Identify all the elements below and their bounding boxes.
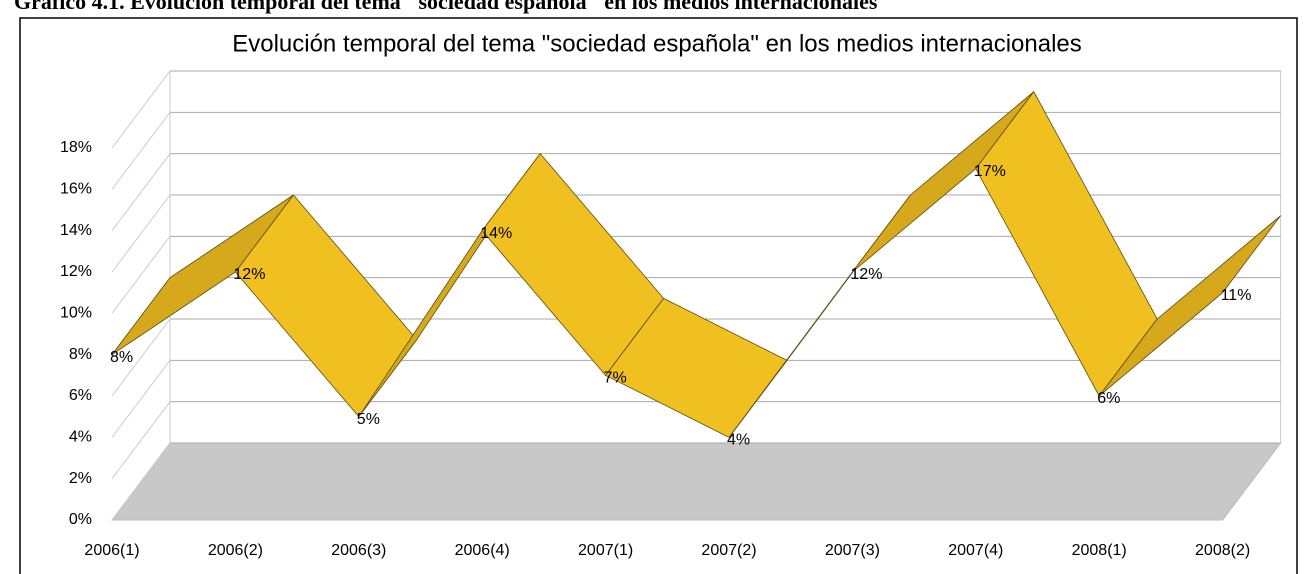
y-tick-label: 18% <box>60 139 92 156</box>
y-tick-label: 14% <box>60 222 92 239</box>
y-tick-label: 6% <box>69 387 92 404</box>
y-tick-label: 2% <box>69 470 92 487</box>
chart-title: Evolución temporal del tema "sociedad es… <box>232 30 1082 57</box>
side-grid-line <box>111 153 171 231</box>
data-label: 5% <box>357 411 380 428</box>
data-label: 7% <box>604 370 627 387</box>
x-tick-label: 2006(3) <box>331 542 386 559</box>
data-label: 4% <box>727 432 750 449</box>
data-label: 12% <box>233 266 265 283</box>
page-heading: Gráfico 4.1. Evolución temporal del tema… <box>14 0 878 14</box>
y-tick-label: 16% <box>60 181 92 198</box>
x-tick-label: 2006(1) <box>84 542 139 559</box>
x-tick-label: 2006(2) <box>208 542 263 559</box>
x-tick-label: 2007(3) <box>825 542 880 559</box>
x-tick-label: 2008(1) <box>1072 542 1127 559</box>
side-grid-line <box>111 70 171 149</box>
chart-frame <box>19 17 1298 574</box>
data-label: 14% <box>480 225 512 242</box>
x-tick-label: 2006(4) <box>455 542 510 559</box>
side-grid-line <box>111 112 171 190</box>
x-tick-label: 2008(2) <box>1195 542 1250 559</box>
data-label: 6% <box>1097 390 1120 407</box>
x-tick-label: 2007(1) <box>578 542 633 559</box>
x-tick-label: 2007(4) <box>948 542 1003 559</box>
ribbon-segment <box>1098 215 1281 397</box>
side-grid-line <box>111 401 171 479</box>
y-tick-label: 8% <box>69 346 92 363</box>
side-grid-line <box>111 318 171 397</box>
data-label: 8% <box>110 349 133 366</box>
y-tick-label: 10% <box>60 305 92 322</box>
side-grid-line <box>111 442 171 521</box>
floor <box>110 442 1282 521</box>
x-tick-label: 2007(2) <box>701 542 756 559</box>
y-tick-label: 4% <box>69 429 92 446</box>
data-label: 17% <box>974 163 1006 180</box>
side-grid-line <box>111 360 171 438</box>
data-label: 11% <box>1221 287 1252 304</box>
y-tick-label: 12% <box>60 263 92 280</box>
side-grid-line <box>111 194 171 273</box>
side-grid-line <box>111 236 171 314</box>
y-tick-label: 0% <box>69 511 92 528</box>
data-label: 12% <box>850 266 882 283</box>
